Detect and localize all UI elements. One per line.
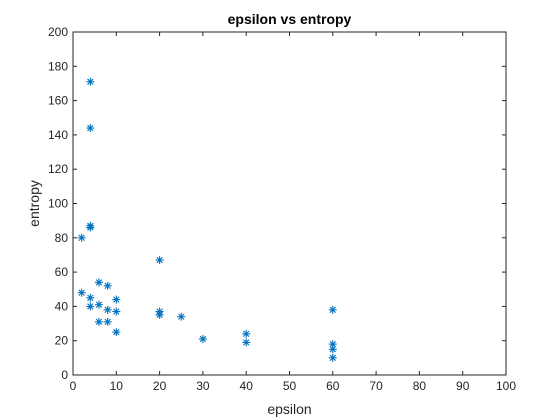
data-point: [112, 295, 121, 304]
data-point: [242, 329, 251, 338]
y-tick-label: 20: [55, 334, 69, 348]
y-tick-label: 80: [55, 231, 69, 245]
y-tick-label: 200: [48, 25, 68, 39]
y-tick-label: 120: [48, 162, 68, 176]
x-axis-label: epsilon: [267, 401, 311, 417]
y-tick-label: 60: [55, 265, 69, 279]
y-tick-label: 180: [48, 59, 68, 73]
data-point: [112, 328, 121, 337]
y-tick-label: 40: [55, 299, 69, 313]
data-point: [94, 317, 103, 326]
x-tick-label: 70: [369, 379, 383, 393]
data-point: [94, 300, 103, 309]
x-tick-label: 50: [283, 379, 297, 393]
data-point: [86, 302, 95, 311]
plot-area: 0 10 20 30 40 50 60 70 80 90 100 0 20 40 60 80 100 120 140…: [48, 25, 516, 393]
data-point: [198, 334, 207, 343]
data-point: [86, 293, 95, 302]
x-tick-label: 10: [110, 379, 124, 393]
data-point: [155, 310, 164, 319]
x-tick-label: 0: [70, 379, 77, 393]
data-point: [177, 312, 186, 321]
data-point: [103, 305, 112, 314]
data-point: [328, 345, 337, 354]
plot-frame: [72, 31, 507, 376]
data-point: [155, 256, 164, 265]
data-point: [77, 233, 86, 242]
y-tick-label: 100: [48, 197, 68, 211]
chart-title: epsilon vs entropy: [228, 11, 352, 27]
y-tick-label: 0: [61, 368, 68, 382]
data-point: [86, 77, 95, 86]
x-tick-label: 90: [456, 379, 470, 393]
y-tick-label: 160: [48, 94, 68, 108]
data-point: [103, 281, 112, 290]
data-point: [86, 124, 95, 133]
y-axis-label: entropy: [26, 180, 42, 227]
data-point: [112, 307, 121, 316]
y-tick-label: 140: [48, 128, 68, 142]
data-point: [77, 288, 86, 297]
data-point: [328, 305, 337, 314]
data-point: [103, 317, 112, 326]
data-point: [94, 278, 103, 287]
x-tick-label: 80: [413, 379, 427, 393]
x-tick-label: 30: [196, 379, 210, 393]
data-point: [328, 353, 337, 362]
data-point: [242, 338, 251, 347]
data-point: [86, 223, 95, 232]
x-tick-label: 100: [496, 379, 516, 393]
x-tick-label: 60: [326, 379, 340, 393]
x-tick-label: 20: [153, 379, 167, 393]
x-tick-label: 40: [240, 379, 254, 393]
